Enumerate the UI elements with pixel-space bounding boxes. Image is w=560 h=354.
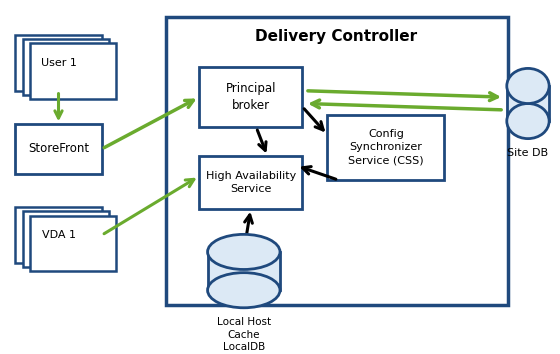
Ellipse shape [507, 103, 549, 139]
Text: Config
Synchronizer
Service (CSS): Config Synchronizer Service (CSS) [348, 129, 424, 166]
Ellipse shape [208, 273, 280, 308]
Bar [30, 43, 116, 99]
Ellipse shape [507, 68, 549, 103]
Bar [328, 115, 445, 180]
Bar [166, 17, 508, 304]
Text: StoreFront: StoreFront [28, 143, 89, 155]
Bar [15, 207, 102, 263]
Text: Delivery Controller: Delivery Controller [255, 29, 417, 44]
Bar [15, 124, 102, 174]
Ellipse shape [208, 234, 280, 269]
Text: Principal
broker: Principal broker [226, 82, 276, 112]
Text: User 1: User 1 [40, 58, 77, 68]
Bar [30, 216, 116, 272]
Text: Site DB: Site DB [507, 148, 549, 158]
Bar [507, 86, 549, 121]
Text: VDA 1: VDA 1 [41, 230, 76, 240]
Bar [199, 156, 302, 209]
Bar [199, 67, 302, 127]
Text: Local Host
Cache
LocalDB: Local Host Cache LocalDB [217, 317, 271, 352]
Bar [22, 39, 109, 95]
Bar [22, 211, 109, 267]
Bar [15, 35, 102, 91]
Bar [208, 252, 280, 290]
Text: High Availability
Service: High Availability Service [206, 171, 296, 194]
